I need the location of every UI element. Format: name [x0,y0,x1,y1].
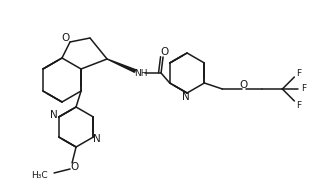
Text: F: F [296,100,301,110]
Text: H₃C: H₃C [32,170,48,180]
Text: N: N [50,110,57,120]
Text: O: O [70,162,78,172]
Text: F: F [296,68,301,77]
Text: O: O [62,33,70,43]
Text: N: N [93,134,101,144]
Text: O: O [160,47,168,57]
Polygon shape [107,59,136,72]
Text: NH: NH [134,68,148,77]
Text: O: O [239,80,248,90]
Text: N: N [182,92,190,102]
Text: F: F [301,83,306,92]
